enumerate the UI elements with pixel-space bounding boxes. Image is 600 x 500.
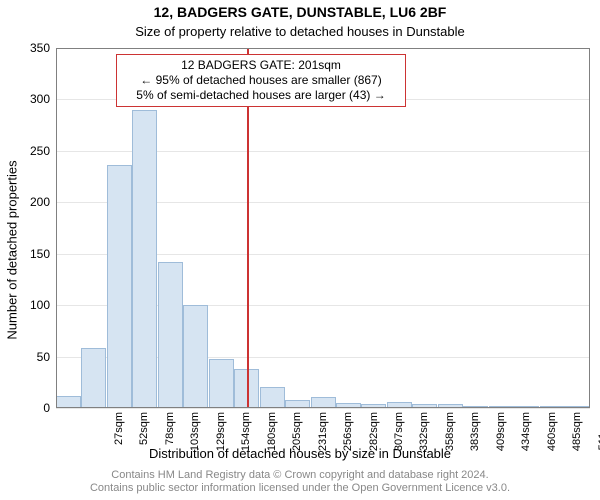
annotation-line: 5% of semi-detached houses are larger (4… bbox=[125, 88, 397, 103]
y-tick-label: 50 bbox=[0, 350, 50, 364]
annotation-line: 12 BADGERS GATE: 201sqm bbox=[125, 58, 397, 73]
y-tick-label: 0 bbox=[0, 401, 50, 415]
footer-line: Contains public sector information licen… bbox=[0, 482, 600, 496]
y-axis-label: Number of detached properties bbox=[5, 160, 20, 339]
gridline-h bbox=[56, 408, 590, 409]
y-tick-label: 300 bbox=[0, 92, 50, 106]
footer: Contains HM Land Registry data © Crown c… bbox=[0, 469, 600, 497]
chart-title: 12, BADGERS GATE, DUNSTABLE, LU6 2BF bbox=[0, 4, 600, 20]
footer-line: Contains HM Land Registry data © Crown c… bbox=[0, 469, 600, 483]
x-axis-label: Distribution of detached houses by size … bbox=[0, 446, 600, 461]
annotation-box: 12 BADGERS GATE: 201sqm← 95% of detached… bbox=[116, 54, 406, 107]
annotation-line: ← 95% of detached houses are smaller (86… bbox=[125, 73, 397, 88]
y-tick-label: 350 bbox=[0, 41, 50, 55]
chart-subtitle: Size of property relative to detached ho… bbox=[0, 24, 600, 39]
y-tick-label: 250 bbox=[0, 144, 50, 158]
